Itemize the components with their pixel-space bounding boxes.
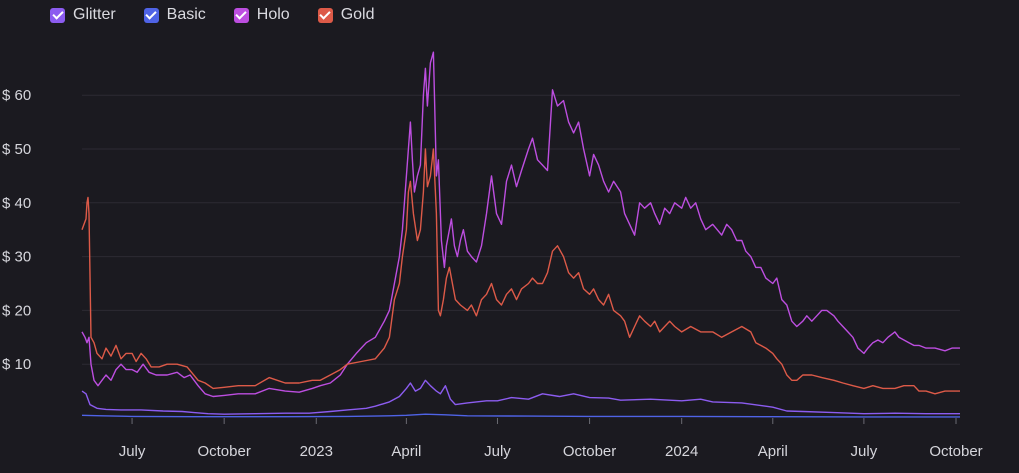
legend-label: Holo [256, 6, 290, 23]
x-tick-label: April [758, 443, 788, 460]
x-tick-label: October [197, 443, 250, 460]
chart-legend: Glitter Basic Holo Gold [50, 5, 375, 25]
x-tick-label: July [851, 443, 878, 460]
legend-item-holo[interactable]: Holo [233, 6, 290, 24]
y-tick-label: $ 60 [2, 87, 31, 104]
y-tick-label: $ 40 [2, 195, 31, 212]
legend-item-gold[interactable]: Gold [317, 6, 375, 24]
checkbox-icon[interactable] [317, 7, 333, 23]
x-tick-label: July [119, 443, 146, 460]
series-line-glitter [81, 379, 960, 415]
x-tick-label: 2023 [300, 443, 333, 460]
series-lines [81, 51, 960, 418]
x-tick-label: July [484, 443, 511, 460]
series-line-gold [81, 148, 960, 395]
y-tick-label: $ 20 [2, 302, 31, 319]
legend-item-basic[interactable]: Basic [143, 6, 206, 24]
legend-label: Gold [340, 6, 375, 23]
checkbox-icon[interactable] [233, 7, 249, 23]
x-tick-label: October [929, 443, 982, 460]
checkbox-icon[interactable] [143, 7, 159, 23]
legend-label: Basic [166, 6, 206, 23]
x-tick-label: April [391, 443, 421, 460]
x-tick-label: 2024 [665, 443, 698, 460]
checkbox-icon[interactable] [50, 7, 65, 23]
series-line-holo [81, 51, 960, 398]
series-line-basic [81, 413, 960, 418]
legend-item-glitter[interactable]: Glitter [50, 6, 116, 24]
y-axis-tick-labels: $ 10 $ 20 $ 30 $ 40 $ 50 $ 60 [2, 87, 31, 373]
x-axis-tick-labels: July October 2023 April July October 2024 April… [119, 418, 983, 460]
x-tick-label: October [563, 443, 616, 460]
gridlines [82, 94, 960, 365]
y-tick-label: $ 10 [2, 356, 31, 373]
legend-label: Glitter [73, 6, 116, 23]
y-tick-label: $ 30 [2, 249, 31, 266]
y-tick-label: $ 50 [2, 141, 31, 158]
